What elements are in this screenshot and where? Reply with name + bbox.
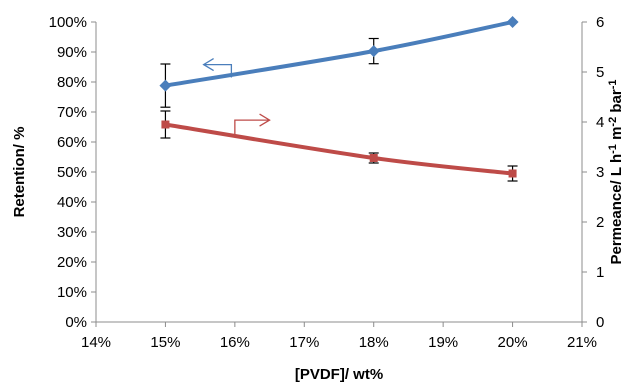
x-tick-label: 14% bbox=[81, 334, 111, 351]
series-line bbox=[165, 20, 513, 88]
data-point bbox=[506, 16, 519, 28]
y-left-tick-label: 50% bbox=[57, 164, 87, 181]
data-point bbox=[367, 45, 380, 58]
y-right-axis-title-part: Permeance/ L h bbox=[608, 154, 625, 265]
x-tick-label: 21% bbox=[567, 334, 597, 351]
y-right-tick-label: 0 bbox=[596, 314, 604, 331]
data-point bbox=[161, 120, 170, 129]
y-right-axis-title: Permeance/ L h-1 m-2 bar-1 bbox=[607, 80, 625, 265]
y-right-tick-label: 2 bbox=[596, 214, 604, 231]
y-right-tick-label: 6 bbox=[596, 14, 604, 31]
y-right-tick-label: 3 bbox=[596, 164, 604, 181]
y-right-axis-title-superscript: -1 bbox=[607, 144, 619, 154]
right-axis-indicator-arrow bbox=[234, 119, 270, 135]
y-right-tick-label: 5 bbox=[596, 64, 604, 81]
y-right-axis-title-superscript: -1 bbox=[607, 80, 619, 90]
y-right-axis-title-superscript: -2 bbox=[607, 117, 619, 127]
left-axis-indicator-arrowhead bbox=[202, 58, 214, 72]
y-left-tick-label: 100% bbox=[49, 14, 87, 31]
y-left-tick-label: 30% bbox=[57, 224, 87, 241]
y-left-tick-label: 60% bbox=[57, 134, 87, 151]
right-axis-indicator-arrowhead bbox=[259, 113, 271, 127]
series-left-axis bbox=[159, 16, 519, 108]
chart-series bbox=[159, 16, 519, 182]
data-point bbox=[369, 154, 378, 162]
y-left-tick-label: 40% bbox=[57, 194, 87, 211]
y-left-axis-title: Retention/ % bbox=[11, 127, 28, 218]
y-right-tick-label: 4 bbox=[596, 114, 604, 131]
series-line bbox=[165, 122, 513, 176]
y-right-axis-title-part: bar bbox=[608, 89, 625, 117]
y-left-tick-label: 20% bbox=[57, 254, 87, 271]
x-tick-label: 19% bbox=[428, 334, 458, 351]
data-point bbox=[159, 79, 172, 92]
data-point bbox=[508, 169, 517, 178]
chart-ticks: 14% 15% 16% 17% 18% 19% 20% 21%0%10%20%30%40%50… bbox=[49, 14, 605, 351]
y-left-tick-label: 70% bbox=[57, 104, 87, 121]
y-right-axis-title-part: m bbox=[608, 127, 625, 145]
x-tick-label: 15% bbox=[150, 334, 180, 351]
left-axis-indicator-arrow bbox=[203, 63, 233, 78]
y-left-tick-label: 80% bbox=[57, 74, 87, 91]
x-tick-label: 20% bbox=[498, 334, 528, 351]
x-axis-title: [PVDF]/ wt% bbox=[295, 366, 383, 383]
x-tick-label: 18% bbox=[359, 334, 389, 351]
x-tick-label: 16% bbox=[220, 334, 250, 351]
y-left-tick-label: 0% bbox=[65, 314, 87, 331]
y-left-tick-label: 10% bbox=[57, 284, 87, 301]
x-tick-label: 17% bbox=[289, 334, 319, 351]
y-right-tick-label: 1 bbox=[596, 264, 604, 281]
y-left-tick-label: 90% bbox=[57, 44, 87, 61]
series-right-axis bbox=[160, 110, 518, 182]
